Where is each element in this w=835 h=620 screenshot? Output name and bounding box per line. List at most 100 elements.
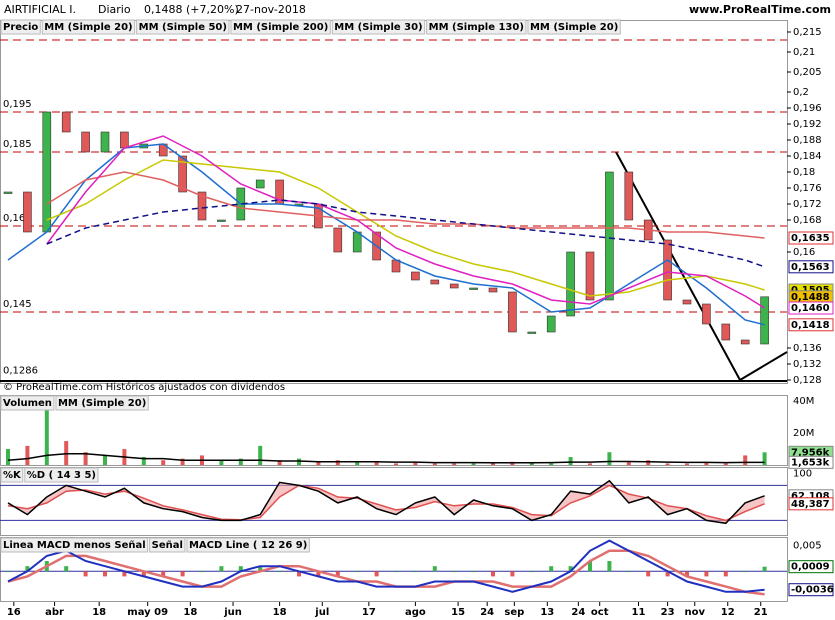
- macd-hist: [491, 571, 495, 577]
- last-value-box: [788, 583, 834, 597]
- legend-box: [149, 537, 186, 553]
- macd-hist: [743, 571, 748, 573]
- y-tick-label: 100: [793, 469, 812, 480]
- candle: [488, 287, 498, 293]
- candle: [3, 191, 13, 194]
- y-tick-label: 40M: [793, 396, 814, 407]
- volume-ma: [7, 453, 765, 464]
- volume-bar: [161, 460, 166, 465]
- site: www.ProRealTime.com: [689, 3, 831, 16]
- legend-entry: MM (Simple 50): [139, 22, 227, 33]
- x-tick-label: 15: [451, 607, 465, 618]
- last-value-box: [788, 318, 834, 332]
- x-tick-label: oct: [591, 607, 609, 618]
- x-tick-label: jun: [223, 607, 242, 618]
- legend-box: [55, 395, 149, 411]
- candle: [23, 191, 32, 233]
- candle: [81, 131, 90, 153]
- x-tick-label: nov: [685, 607, 706, 618]
- legend-box: [331, 19, 426, 35]
- volume-bar: [180, 458, 185, 465]
- last-value-label: 0,1635: [791, 233, 830, 244]
- macd-hist: [646, 571, 651, 577]
- last-value-label: 0,1488: [791, 292, 830, 303]
- macd-hist: [529, 571, 534, 573]
- volume-bar: [432, 463, 437, 465]
- macd-hist: [335, 571, 340, 577]
- volume-bar: [491, 463, 495, 465]
- legend-entry: MM (Simple 130): [429, 22, 524, 33]
- volume-bar: [335, 460, 340, 465]
- moving-average: [46, 199, 765, 268]
- x-tick-label: 24: [480, 607, 494, 618]
- last-value-box: [788, 560, 834, 574]
- candle: [702, 303, 711, 325]
- candle: [333, 227, 343, 253]
- candle: [217, 219, 226, 222]
- y-tick-label: 0,192: [793, 119, 822, 130]
- level-label: 0,145: [3, 299, 32, 310]
- last-value-box: [788, 260, 834, 274]
- macd-hist: [549, 566, 554, 572]
- x-tick-label: 12: [721, 607, 735, 618]
- candle: [527, 331, 537, 334]
- x-tick-label: 17: [362, 607, 376, 618]
- macd-hist: [316, 571, 321, 577]
- volume-bar: [394, 463, 398, 465]
- volume-bar: [141, 457, 146, 465]
- volume-bar: [219, 460, 224, 465]
- macd-hist: [161, 571, 166, 577]
- instrument: AIRTIFICIAL I.: [4, 3, 76, 16]
- last-value-label: 62,108: [791, 491, 830, 502]
- moving-average: [7, 143, 765, 326]
- y-tick-label: 0,215: [793, 27, 822, 38]
- macd-hist: [685, 571, 689, 577]
- x-tick-label: abr: [45, 607, 64, 618]
- trend-lines: [615, 151, 788, 381]
- macd-line: [7, 539, 765, 593]
- macd-hist: [258, 566, 263, 572]
- candle: [61, 111, 71, 133]
- macd-hist: [25, 566, 30, 572]
- last-value-label: -0,0036: [791, 585, 834, 596]
- candle: [546, 315, 556, 333]
- volume-bar: [646, 460, 651, 465]
- x-tick-label: 24: [571, 607, 585, 618]
- macd-hist: [103, 571, 107, 577]
- legend-box: [136, 19, 230, 35]
- y-tick-label: 0,176: [793, 183, 822, 194]
- candle: [411, 271, 420, 281]
- macd-hist: [471, 571, 476, 573]
- legend-entry: MM (Simple 200): [233, 22, 328, 33]
- macd-signal: [7, 549, 765, 596]
- volume-bar: [25, 445, 30, 465]
- macd-hist: [723, 571, 728, 577]
- candle: [605, 171, 614, 301]
- volume-bar: [297, 458, 301, 465]
- volume-bar: [549, 463, 554, 465]
- candle: [760, 296, 769, 345]
- date: 27-nov-2018: [236, 3, 306, 16]
- macd-hist: [452, 571, 457, 573]
- legend-box: [230, 19, 331, 35]
- volume-bar: [626, 461, 631, 465]
- candle: [585, 251, 595, 301]
- candle: [42, 111, 52, 233]
- y-tick-label: 0,132: [793, 359, 822, 370]
- y-tick-label: 0,136: [793, 343, 822, 354]
- macd-hist: [141, 571, 146, 577]
- y-tick-label: 0,128: [793, 375, 822, 386]
- last-value-label: 0,1460: [791, 303, 830, 314]
- legend-entry: MM (Simple 30): [334, 22, 422, 33]
- volume-bar: [607, 452, 612, 465]
- y-tick-label: 0,184: [793, 151, 822, 162]
- macd-hist: [413, 571, 418, 573]
- volume-bar: [6, 449, 10, 465]
- low-label: 0,1286: [3, 366, 38, 377]
- macd-hist: [200, 571, 204, 573]
- y-tick-label: 0,196: [793, 103, 822, 114]
- volume-bar: [588, 463, 592, 465]
- macd-hist: [510, 571, 515, 577]
- volume-bar: [355, 461, 360, 465]
- x-tick-label: sep: [504, 607, 524, 618]
